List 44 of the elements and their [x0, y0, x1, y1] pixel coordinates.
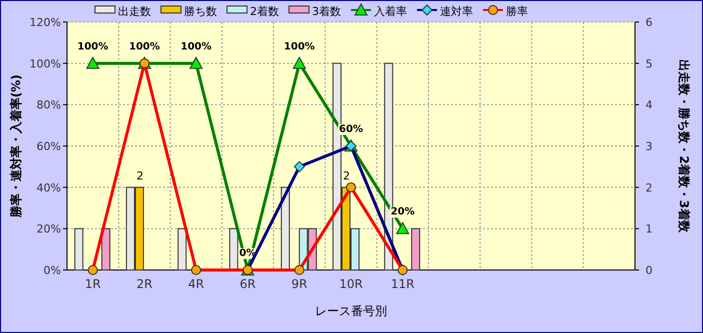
data-label: 100%	[129, 41, 160, 52]
y2-tick-label: 1	[646, 222, 652, 236]
bar	[74, 228, 84, 270]
x-tick-label: 6R	[240, 277, 256, 291]
legend-label: 入着率	[374, 5, 407, 18]
bar	[178, 228, 187, 270]
y2-tick-label: 4	[646, 98, 652, 112]
data-label: 60%	[339, 124, 363, 135]
legend-label: 勝ち数	[184, 5, 217, 18]
y2-tick-label: 3	[646, 140, 652, 153]
data-label: 2	[343, 169, 350, 182]
bar	[229, 228, 238, 270]
data-label: 100%	[180, 41, 212, 52]
bar	[411, 228, 420, 270]
x-tick-label: 4R	[188, 277, 204, 291]
x-tick-label: 1R	[84, 277, 101, 291]
y2-tick-label: 2	[646, 181, 652, 194]
bar	[101, 228, 110, 270]
data-label: 100%	[284, 41, 315, 52]
y-tick-label: 80%	[36, 98, 61, 112]
x-axis-title: レース番号別	[315, 304, 387, 318]
x-tick-label: 10R	[339, 277, 363, 291]
data-label: 2	[136, 169, 144, 182]
x-tick-label: 9R	[291, 277, 308, 291]
y2-tick-label: 0	[646, 264, 652, 277]
y2-tick-label: 6	[646, 16, 652, 29]
y-tick-label: 120%	[30, 16, 61, 29]
legend-label: 出走数	[118, 5, 151, 18]
legend-label: 連対率	[440, 5, 473, 18]
y-tick-label: 40%	[36, 181, 61, 194]
y2-tick-label: 5	[646, 57, 652, 70]
y-tick-label: 60%	[36, 140, 61, 153]
legend-label: 勝率	[506, 5, 528, 18]
y-tick-label: 20%	[36, 222, 61, 236]
y-axis-title: 勝率・連対率・入着率(%)	[9, 74, 23, 218]
y-tick-label: 100%	[30, 57, 61, 70]
y-tick-label: 0%	[44, 264, 61, 277]
x-tick-label: 11R	[390, 277, 414, 291]
data-label: 100%	[77, 41, 108, 52]
legend-label: 3着数	[312, 5, 341, 18]
data-label: 20%	[390, 206, 415, 218]
y2-axis-title: 出走数・勝ち数・2着数・3着数	[677, 60, 691, 234]
x-tick-label: 2R	[136, 277, 152, 291]
legend-label: 2着数	[250, 5, 279, 18]
